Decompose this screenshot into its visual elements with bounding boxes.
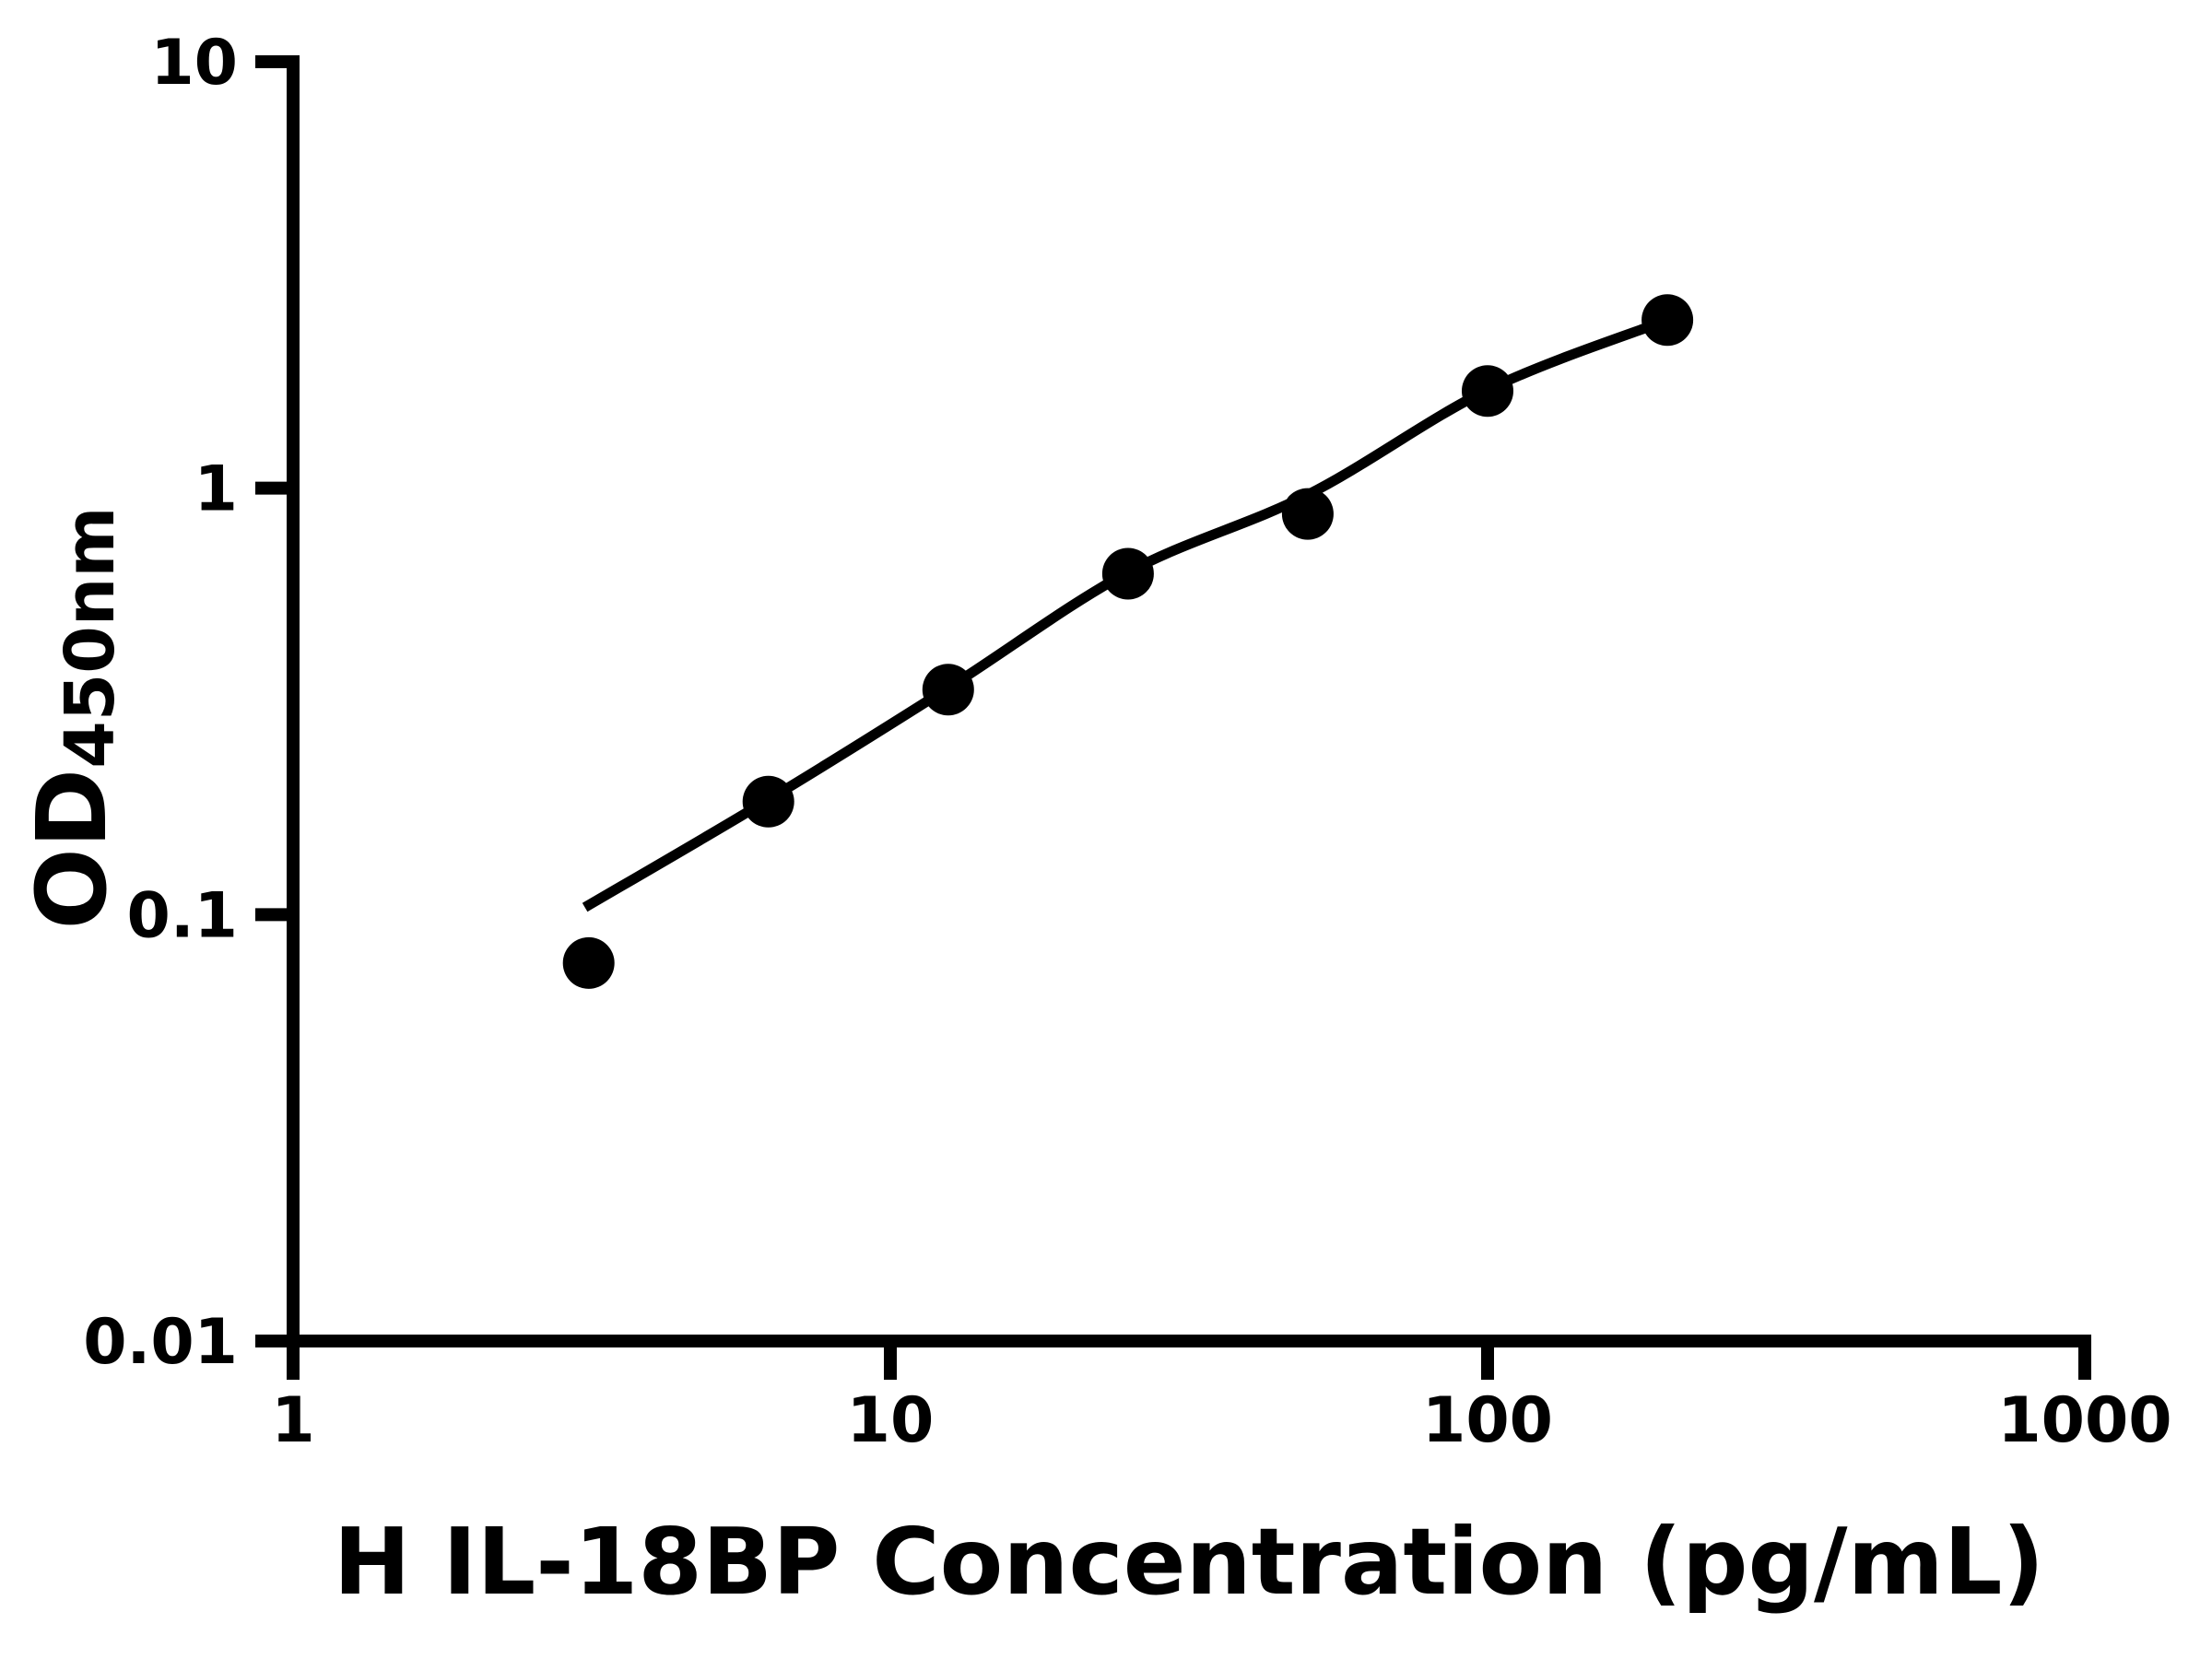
data-point (742, 775, 794, 828)
x-axis-title-text: H IL-18BP Concentration (pg/mL) (333, 1508, 2045, 1616)
data-point (1462, 365, 1513, 418)
y-axis-title-subscript: 450nm (51, 506, 130, 769)
data-point (562, 936, 615, 989)
y-tick-label: 10 (150, 27, 238, 100)
x-tick-label: 1 (271, 1384, 314, 1457)
data-point (1101, 547, 1154, 600)
y-axis-title-base: OD (16, 768, 128, 930)
x-tick-label: 100 (1422, 1384, 1553, 1457)
y-tick-label: 0.1 (127, 879, 238, 952)
y-tick-label: 1 (194, 453, 238, 526)
y-tick-label: 0.01 (83, 1306, 238, 1379)
data-point (1641, 294, 1694, 347)
y-axis-title: OD450nm (16, 506, 130, 929)
x-tick-label: 1000 (1997, 1384, 2171, 1457)
x-axis-title: H IL-18BP Concentration (pg/mL) (293, 1516, 2085, 1608)
data-point (922, 664, 974, 716)
x-tick-label: 10 (847, 1384, 935, 1457)
data-point (1281, 488, 1334, 540)
